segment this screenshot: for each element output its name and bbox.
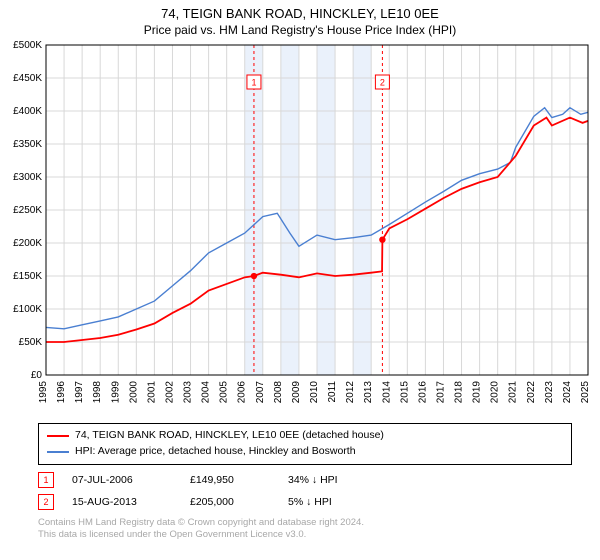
sale-marker-dot — [251, 273, 257, 279]
sale-marker-badge: 2 — [38, 494, 54, 510]
x-tick-label: 2009 — [291, 381, 302, 404]
x-tick-label: 2024 — [562, 381, 573, 404]
footnote-line-1: Contains HM Land Registry data © Crown c… — [38, 517, 572, 529]
chart-title-2: Price paid vs. HM Land Registry's House … — [0, 23, 600, 37]
sale-diff: 34% ↓ HPI — [288, 474, 368, 486]
legend-row: 74, TEIGN BANK ROAD, HINCKLEY, LE10 0EE … — [47, 428, 563, 444]
x-tick-label: 2023 — [544, 381, 555, 404]
sales-row: 2 15-AUG-2013 £205,000 5% ↓ HPI — [38, 491, 572, 513]
legend-row: HPI: Average price, detached house, Hinc… — [47, 444, 563, 460]
x-tick-label: 2001 — [146, 381, 157, 404]
x-tick-label: 2011 — [327, 381, 338, 403]
x-tick-label: 2013 — [363, 381, 374, 404]
chart-container: 74, TEIGN BANK ROAD, HINCKLEY, LE10 0EE … — [0, 0, 600, 541]
y-tick-label: £300K — [13, 172, 42, 183]
sale-marker-dot — [379, 237, 385, 243]
legend: 74, TEIGN BANK ROAD, HINCKLEY, LE10 0EE … — [38, 423, 572, 465]
footnote: Contains HM Land Registry data © Crown c… — [38, 517, 572, 542]
x-tick-label: 1998 — [92, 381, 103, 404]
x-tick-label: 2019 — [472, 381, 483, 404]
sale-marker-badge: 1 — [38, 472, 54, 488]
x-tick-label: 1996 — [56, 381, 67, 404]
y-tick-label: £200K — [13, 238, 42, 249]
chart-title-1: 74, TEIGN BANK ROAD, HINCKLEY, LE10 0EE — [0, 6, 600, 21]
x-tick-label: 1995 — [38, 381, 49, 404]
sale-date: 07-JUL-2006 — [72, 474, 172, 486]
x-tick-label: 2020 — [490, 381, 501, 404]
x-tick-label: 2014 — [381, 381, 392, 404]
sale-marker-number: 2 — [380, 78, 385, 88]
x-tick-label: 2017 — [435, 381, 446, 404]
y-tick-label: £0 — [31, 370, 43, 381]
x-tick-label: 2004 — [201, 381, 212, 404]
sale-marker-number: 1 — [251, 78, 256, 88]
x-tick-label: 2000 — [128, 381, 139, 404]
sales-row: 1 07-JUL-2006 £149,950 34% ↓ HPI — [38, 469, 572, 491]
sales-table: 1 07-JUL-2006 £149,950 34% ↓ HPI 2 15-AUG-201… — [38, 469, 572, 513]
y-tick-label: £500K — [13, 40, 42, 51]
x-tick-label: 1999 — [110, 381, 121, 404]
sale-diff: 5% ↓ HPI — [288, 496, 368, 508]
y-tick-label: £250K — [13, 205, 42, 216]
y-tick-label: £150K — [13, 271, 42, 282]
y-tick-label: £50K — [19, 337, 43, 348]
x-tick-label: 1997 — [74, 381, 85, 404]
x-tick-label: 2021 — [508, 381, 519, 404]
x-tick-label: 2016 — [417, 381, 428, 404]
x-tick-label: 2018 — [454, 381, 465, 404]
title-block: 74, TEIGN BANK ROAD, HINCKLEY, LE10 0EE … — [0, 0, 600, 37]
x-tick-label: 2005 — [219, 381, 230, 404]
x-tick-label: 2025 — [580, 381, 591, 404]
footnote-line-2: This data is licensed under the Open Gov… — [38, 529, 572, 541]
x-tick-label: 2006 — [237, 381, 248, 404]
y-tick-label: £450K — [13, 73, 42, 84]
legend-label: HPI: Average price, detached house, Hinc… — [75, 444, 356, 460]
x-tick-label: 2010 — [309, 381, 320, 404]
y-tick-label: £400K — [13, 106, 42, 117]
legend-label: 74, TEIGN BANK ROAD, HINCKLEY, LE10 0EE … — [75, 428, 384, 444]
sale-date: 15-AUG-2013 — [72, 496, 172, 508]
x-tick-label: 2003 — [183, 381, 194, 404]
x-tick-label: 2002 — [164, 381, 175, 404]
sale-price: £149,950 — [190, 474, 270, 486]
y-tick-label: £350K — [13, 139, 42, 150]
line-chart: 1 2 £0 £50K £100K £150K £200K £250K £300K £350K £4… — [0, 37, 600, 417]
x-tick-label: 2015 — [399, 381, 410, 404]
x-tick-label: 2022 — [526, 381, 537, 404]
sale-price: £205,000 — [190, 496, 270, 508]
legend-swatch — [47, 435, 69, 437]
x-tick-label: 2008 — [273, 381, 284, 404]
x-tick-label: 2012 — [345, 381, 356, 404]
x-tick-label: 2007 — [255, 381, 266, 404]
y-tick-label: £100K — [13, 304, 42, 315]
legend-swatch — [47, 451, 69, 453]
